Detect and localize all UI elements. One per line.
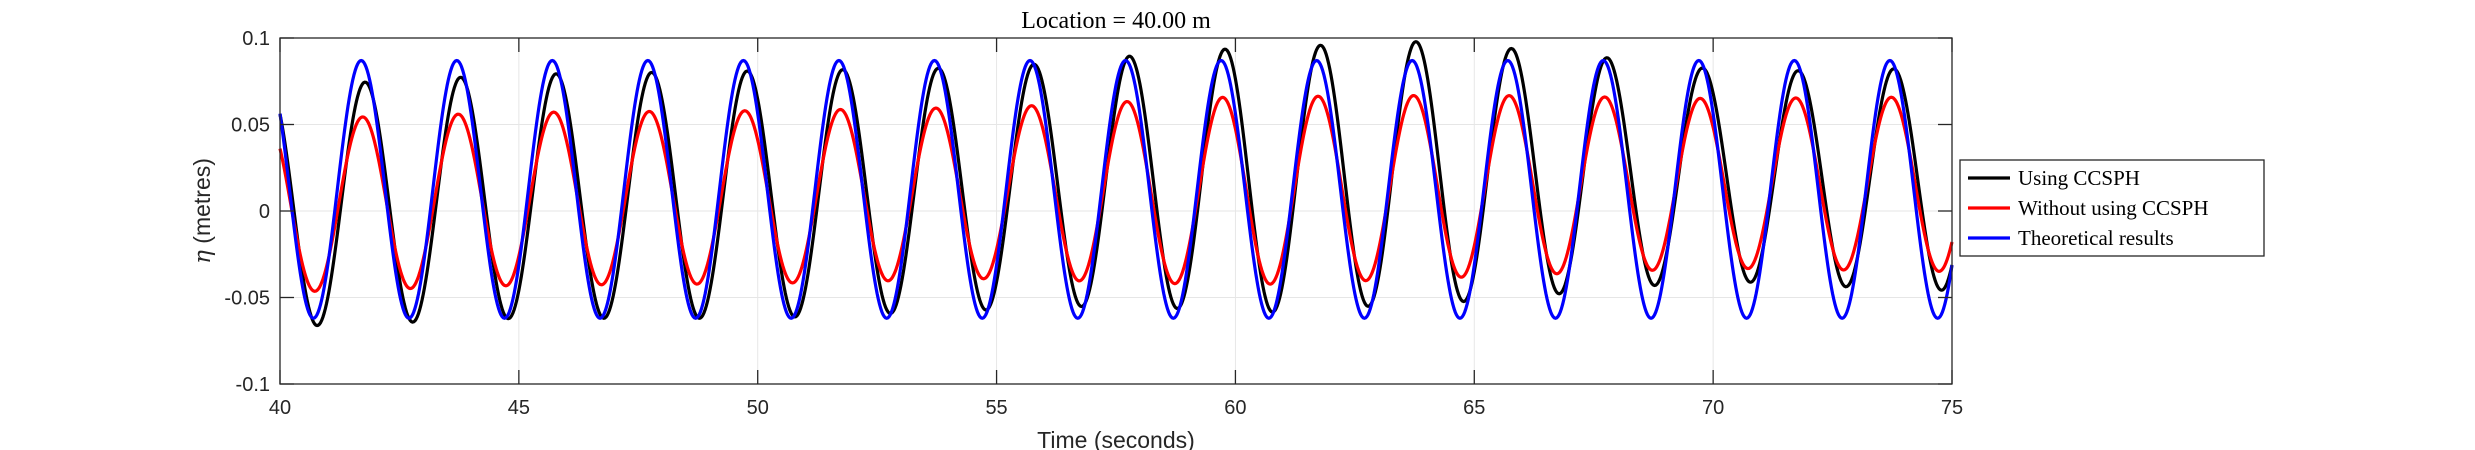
series-layer — [278, 40, 1954, 328]
legend: Using CCSPH Without using CCSPH Theoretica… — [1959, 159, 2265, 257]
y-tick-label: -0.1 — [236, 374, 270, 396]
legend-box — [1959, 159, 2265, 257]
y-tick-label: 0.05 — [231, 115, 270, 137]
x-tick-label: 55 — [985, 397, 1007, 419]
legend-label: Using CCSPH — [2018, 166, 2140, 190]
y-axis-label-symbol: η — [190, 250, 216, 264]
chart-title: Location = 40.00 m — [1021, 8, 1211, 34]
y-tick-label: 0 — [259, 201, 270, 223]
y-axis-label: η (metres) — [189, 158, 216, 264]
series-line-3 — [278, 58, 1954, 320]
legend-label: Without using CCSPH — [2018, 196, 2209, 220]
ticks: 40 45 50 55 60 65 70 75 -0.1 -0.05 0 0.05 0.1 — [224, 28, 1963, 419]
x-tick-label: 70 — [1702, 397, 1724, 419]
y-tick-label: -0.05 — [224, 288, 270, 310]
x-tick-label: 75 — [1941, 397, 1963, 419]
x-tick-label: 60 — [1224, 397, 1246, 419]
y-tick-label: 0.1 — [242, 28, 270, 50]
x-axis-label: Time (seconds) — [1037, 427, 1195, 450]
x-tick-label: 45 — [508, 397, 530, 419]
y-axis-label-text: (metres) — [189, 158, 215, 250]
x-tick-label: 40 — [269, 397, 291, 419]
x-tick-label: 50 — [747, 397, 769, 419]
legend-label: Theoretical results — [2018, 226, 2174, 250]
x-tick-label: 65 — [1463, 397, 1485, 419]
